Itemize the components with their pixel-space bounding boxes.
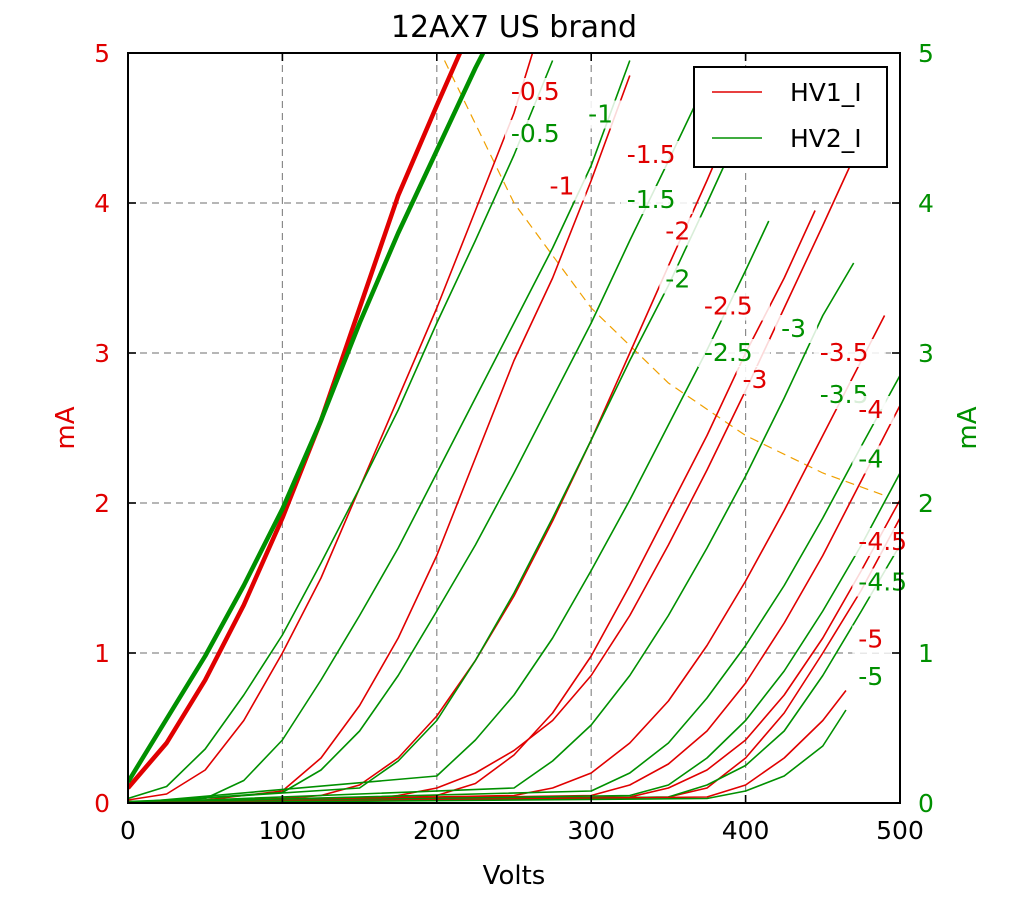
series-hv2-i-grid-minus3p5 [128,375,900,803]
curve-label-background [813,339,886,367]
load-line [443,60,885,497]
curve-label: -1.5 [627,185,676,214]
series-hv2-i-grid-minus4p5 [128,544,900,803]
curve-label: -3 [743,365,768,394]
y-tick-label-right: 4 [918,189,934,218]
x-tick-label: 400 [722,816,770,845]
curve-label-background [697,339,770,367]
series-hv1-i-grid-minus5 [128,690,847,803]
series-hv1-i-grid-minus0p5 [128,53,534,801]
curve-label: -2.5 [704,292,753,321]
chart-title: 12AX7 US brand [391,10,637,45]
curve-label-background [852,396,895,424]
curve-label-background [775,315,818,343]
curve-label-background [852,625,895,654]
legend: HV1_I HV2_I [693,66,888,168]
curve-label-background [852,528,925,556]
curve-label: -2.5 [704,338,753,367]
x-tick-label: 200 [413,816,461,845]
y-tick-label-right: 2 [918,489,934,518]
y-tick-label-left: 3 [94,339,110,368]
y-tick-label-right: 0 [918,789,934,818]
series-hv2-i-grid-minus5 [128,709,847,803]
curve-label: -0.5 [511,119,560,148]
curve-label: -3 [781,314,806,343]
curve-label-background [543,172,586,201]
curve-label-background [659,217,702,246]
y-tick-label-right: 1 [918,639,934,668]
legend-box [693,66,888,168]
curve-label-background [582,100,625,129]
y-tick-label-left: 1 [94,639,110,668]
x-tick-label: 0 [120,816,136,845]
series-hv1-i-grid-minus4 [128,499,900,803]
series-hv1-i-grid-0 [128,53,463,790]
curve-label-background [697,292,770,321]
curve-label-background [852,445,895,474]
series-hv1-i-grid-minus4p5 [128,517,900,803]
series-hv2-i-grid-minus4 [128,472,900,803]
series-hv2-i-grid-minus3 [128,262,855,803]
y-axis-label-left: mA [51,406,81,449]
curve-label-background [504,120,577,148]
y-tick-label-right: 3 [918,339,934,368]
curve-label: -5 [858,625,883,654]
curve-label-background [659,265,702,294]
x-axis-label: Volts [483,861,546,891]
curve-label: -2 [665,265,690,294]
curve-label-background [852,663,895,691]
series-layer [128,53,900,803]
curve-label-background [852,568,925,597]
curve-label: -2 [665,217,690,246]
series-hv2-i-grid-0 [128,53,486,784]
curve-label-background [736,366,779,394]
series-hv1-i-grid-minus2 [128,157,855,803]
curve-label-background [620,141,693,169]
curve-label-background [620,186,693,214]
curve-label: -1.5 [627,140,676,169]
curve-label: -0.5 [511,77,560,106]
series-hv2-i-grid-minus1 [128,60,631,803]
x-tick-label: 500 [876,816,924,845]
curve-label-background [504,78,577,106]
plot-frame [127,52,901,804]
label-layer: -0.5-0.5-1-1-1.5-1.5-2-2-2.5-2.5-3-3-3.5… [504,77,925,691]
curve-label: -4 [858,395,883,424]
curve-label: -4.5 [858,527,907,556]
y-tick-label-right: 5 [918,39,934,68]
series-hv2-i-grid-minus0p5 [128,60,554,800]
y-tick-label-left: 5 [94,39,110,68]
series-hv1-i-grid-minus3p5 [128,405,900,803]
legend-label-hv1: HV1_I [790,78,862,107]
y-axis-label-right: mA [953,406,983,449]
series-hv2-i-grid-minus1p5 [128,79,708,803]
curve-label: -4.5 [858,568,907,597]
x-tick-label: 100 [259,816,307,845]
curve-label: -1 [588,100,613,129]
y-tick-label-left: 2 [94,489,110,518]
series-hv1-i-grid-minus3 [128,315,886,803]
y-tick-label-left: 0 [94,789,110,818]
series-hv2-i-grid-minus2p5 [128,220,770,803]
curve-label: -3.5 [820,338,869,367]
curve-label: -5 [858,662,883,691]
curve-label: -4 [858,445,883,474]
x-tick-label: 300 [567,816,615,845]
y-tick-label-left: 4 [94,189,110,218]
legend-label-hv2: HV2_I [790,124,862,153]
curve-label: -1 [550,172,575,201]
